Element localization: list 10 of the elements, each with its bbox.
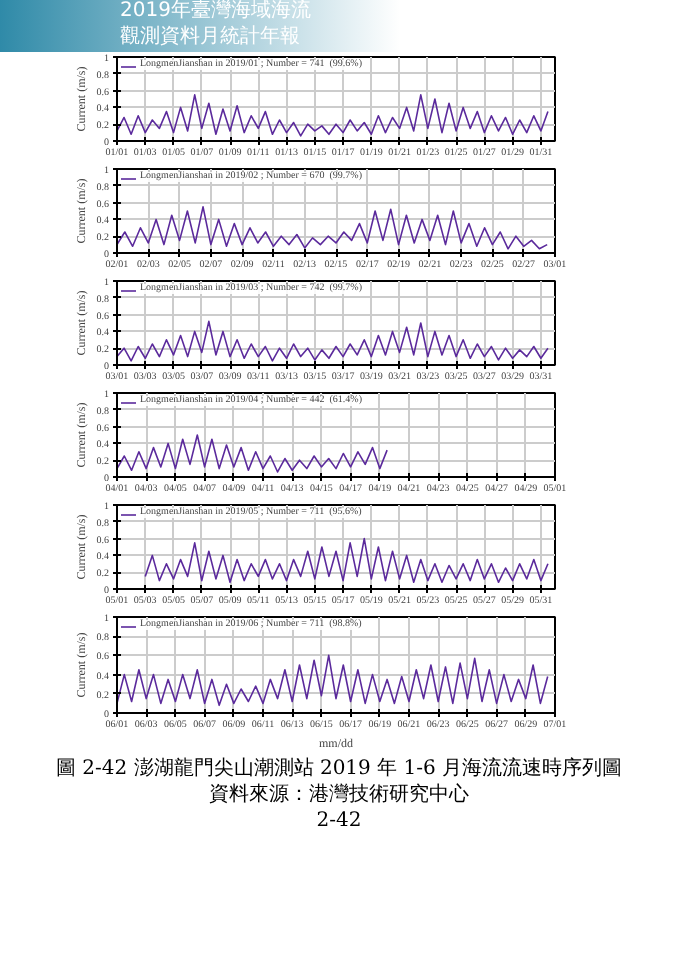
text: 觀測資料月統計年報 [120,26,300,50]
line-series [144,537,549,584]
line-series [117,206,548,250]
line-series [117,654,549,707]
source-note: 資料來源：港灣技術研究中心 [209,782,469,808]
line-series [117,434,388,473]
text: 2-42 [316,808,362,834]
caption: 圖 2-42 澎湖龍門尖山潮測站 2019 年 1-6 月海流流速時序列圖 [55,756,623,782]
line-series [117,94,549,137]
line-series [117,320,549,362]
